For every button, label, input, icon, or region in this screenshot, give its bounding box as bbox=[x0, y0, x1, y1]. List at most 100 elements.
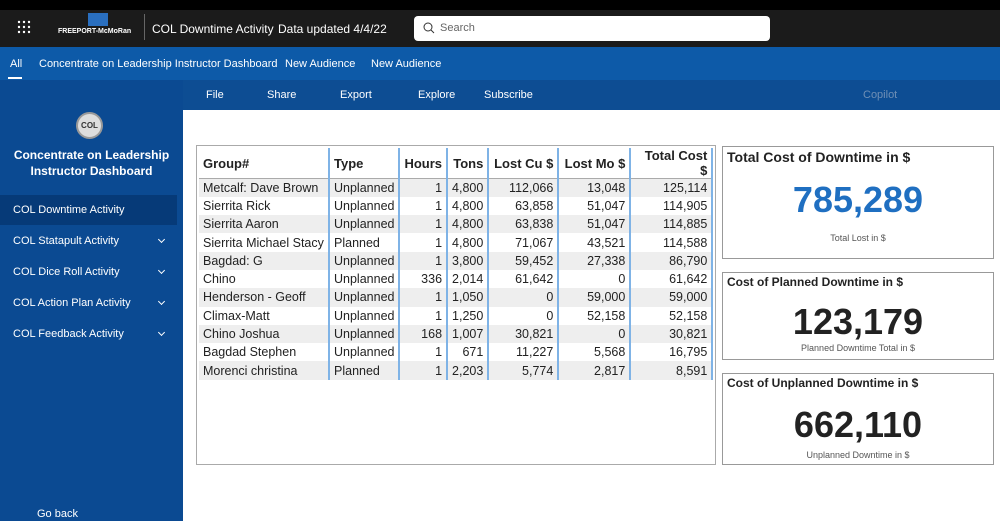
table-cell: 63,838 bbox=[488, 215, 560, 234]
table-cell: 112,066 bbox=[488, 178, 560, 197]
table-row: Climax-Matt Unplanned 1 1,250 0 52,158 52,158 bbox=[199, 306, 714, 325]
table-cell: 30,821 bbox=[488, 324, 560, 344]
card-value: 123,179 bbox=[792, 301, 924, 342]
table-cell: Planned bbox=[329, 233, 401, 252]
table-cell: Chino bbox=[199, 269, 330, 289]
table-cell: 0 bbox=[558, 269, 632, 289]
table-cell: Sierrita Michael Stacy bbox=[199, 233, 330, 252]
divider bbox=[144, 14, 145, 40]
sidebar-item[interactable]: COL Dice Roll Activity bbox=[13, 257, 178, 287]
sidebar-item[interactable]: COL Downtime Activity bbox=[0, 195, 177, 225]
data-updated[interactable]: Data updated 4/4/22 bbox=[278, 22, 387, 36]
column-header[interactable]: Hours bbox=[399, 148, 449, 179]
table-cell: 63,858 bbox=[488, 196, 560, 216]
top-bar: FREEPORT-McMoRan COL Downtime Activity D… bbox=[0, 0, 1000, 47]
sidebar-item[interactable]: COL Statapult Activity bbox=[13, 226, 178, 256]
table-row: Bagdad Stephen Unplanned 1 671 11,227 5,568 16… bbox=[199, 343, 714, 362]
table-row: Chino Unplanned 336 2,014 61,642 0 61,642 bbox=[199, 269, 714, 289]
table-cell: 61,642 bbox=[630, 269, 714, 289]
table-cell: 71,067 bbox=[488, 233, 560, 252]
toolbar-item[interactable]: Export bbox=[340, 89, 372, 101]
table-cell: 336 bbox=[399, 269, 449, 289]
sidebar-item[interactable]: COL Action Plan Activity bbox=[13, 288, 178, 318]
app-launcher[interactable] bbox=[17, 20, 31, 34]
header-row: Group# Type Hours Tons Lost Cu $ Lost Mo $ Tot… bbox=[199, 148, 714, 179]
search-placeholder: Search bbox=[440, 22, 475, 34]
data-table: Group# Type Hours Tons Lost Cu $ Lost Mo $ Tot… bbox=[199, 148, 714, 380]
table-cell: 168 bbox=[399, 324, 449, 344]
nav-tab[interactable]: New Audience bbox=[285, 58, 356, 70]
search-icon bbox=[423, 22, 435, 34]
table-cell: 27,338 bbox=[558, 251, 632, 270]
table-cell: 1 bbox=[399, 233, 449, 252]
card-title: Cost of Planned Downtime in $ bbox=[727, 275, 904, 289]
copilot[interactable]: Copilot bbox=[863, 89, 898, 101]
table-cell: Bagdad: G bbox=[199, 251, 330, 270]
table-cell: 16,795 bbox=[630, 343, 714, 362]
chevron bbox=[157, 266, 166, 275]
sidebar-item[interactable]: COL Feedback Activity bbox=[13, 319, 178, 349]
table-cell: 114,905 bbox=[630, 196, 714, 216]
table-cell: Chino Joshua bbox=[199, 324, 330, 344]
column-header[interactable]: Lost Mo $ bbox=[558, 148, 632, 179]
table-row: Bagdad: G Unplanned 1 3,800 59,452 27,338 86,7… bbox=[199, 251, 714, 270]
table-row: Metcalf: Dave Brown Unplanned 1 4,800 112,06… bbox=[199, 178, 714, 197]
toolbar-item[interactable]: Subscribe bbox=[484, 89, 533, 101]
card-label: Unplanned Downtime in $ bbox=[806, 450, 910, 460]
table-cell: 86,790 bbox=[630, 251, 714, 270]
table-cell: Bagdad Stephen bbox=[199, 343, 330, 362]
table-cell: Unplanned bbox=[329, 215, 401, 234]
chevron bbox=[157, 328, 166, 337]
table-cell: 1 bbox=[399, 306, 449, 325]
column-header[interactable]: Type bbox=[329, 148, 401, 179]
table-row: Sierrita Rick Unplanned 1 4,800 63,858 51,047… bbox=[199, 196, 714, 216]
go-back[interactable]: Go back bbox=[37, 508, 78, 520]
table-cell: 4,800 bbox=[447, 215, 490, 234]
table-cell: Planned bbox=[329, 361, 401, 380]
column-header[interactable]: Total Cost $ bbox=[630, 148, 714, 179]
card: Cost of Planned Downtime in $ 123,179 Plan… bbox=[722, 272, 994, 360]
table-cell: 114,588 bbox=[630, 233, 714, 252]
chevron bbox=[157, 297, 166, 306]
toolbar-item[interactable]: File bbox=[206, 89, 224, 101]
table-cell: 0 bbox=[558, 324, 632, 344]
table-cell: 1 bbox=[399, 251, 449, 270]
table-cell: Metcalf: Dave Brown bbox=[199, 178, 330, 197]
table-cell: 2,203 bbox=[447, 361, 490, 380]
column-header[interactable]: Lost Cu $ bbox=[488, 148, 560, 179]
table-cell: 114,885 bbox=[630, 215, 714, 234]
table-cell: 2,014 bbox=[447, 269, 490, 289]
table-cell: Unplanned bbox=[329, 269, 401, 289]
nav-tab[interactable]: New Audience bbox=[371, 58, 442, 70]
table-cell: Unplanned bbox=[329, 251, 401, 270]
table-cell: Unplanned bbox=[329, 288, 401, 307]
toolbar: Copilot File Share Export Explore Subscribe bbox=[183, 80, 1000, 110]
toolbar-item[interactable]: Share bbox=[267, 89, 297, 101]
table-cell: 4,800 bbox=[447, 233, 490, 252]
table-row: Sierrita Michael Stacy Planned 1 4,800 71,06… bbox=[199, 233, 714, 252]
card: Total Cost of Downtime in $ 785,289 Total … bbox=[722, 146, 994, 259]
table-cell: 125,114 bbox=[630, 178, 714, 197]
column-header[interactable]: Tons bbox=[447, 148, 490, 179]
table-cell: 1 bbox=[399, 178, 449, 197]
table-row: Morenci christina Planned 1 2,203 5,774 2,817… bbox=[199, 361, 714, 380]
table-cell: Climax-Matt bbox=[199, 306, 330, 325]
table-cell: 1 bbox=[399, 343, 449, 362]
table-cell: 59,000 bbox=[558, 288, 632, 307]
card-value: 785,289 bbox=[792, 179, 924, 220]
sidebar-logo: COL bbox=[76, 112, 103, 139]
table-cell: 5,568 bbox=[558, 343, 632, 362]
table-cell: Unplanned bbox=[329, 178, 401, 197]
nav-tab[interactable]: All bbox=[10, 58, 23, 70]
table-cell: 30,821 bbox=[630, 324, 714, 344]
toolbar-item[interactable]: Explore bbox=[418, 89, 456, 101]
table-cell: 1 bbox=[399, 361, 449, 380]
table-cell: Unplanned bbox=[329, 343, 401, 362]
table-cell: 1,250 bbox=[447, 306, 490, 325]
column-header[interactable]: Group# bbox=[199, 148, 330, 179]
search-box[interactable]: Search bbox=[414, 16, 770, 41]
table-cell: 59,452 bbox=[488, 251, 560, 270]
table-cell: 4,800 bbox=[447, 178, 490, 197]
nav-tab[interactable]: Concentrate on Leadership Instructor Das… bbox=[39, 58, 278, 70]
